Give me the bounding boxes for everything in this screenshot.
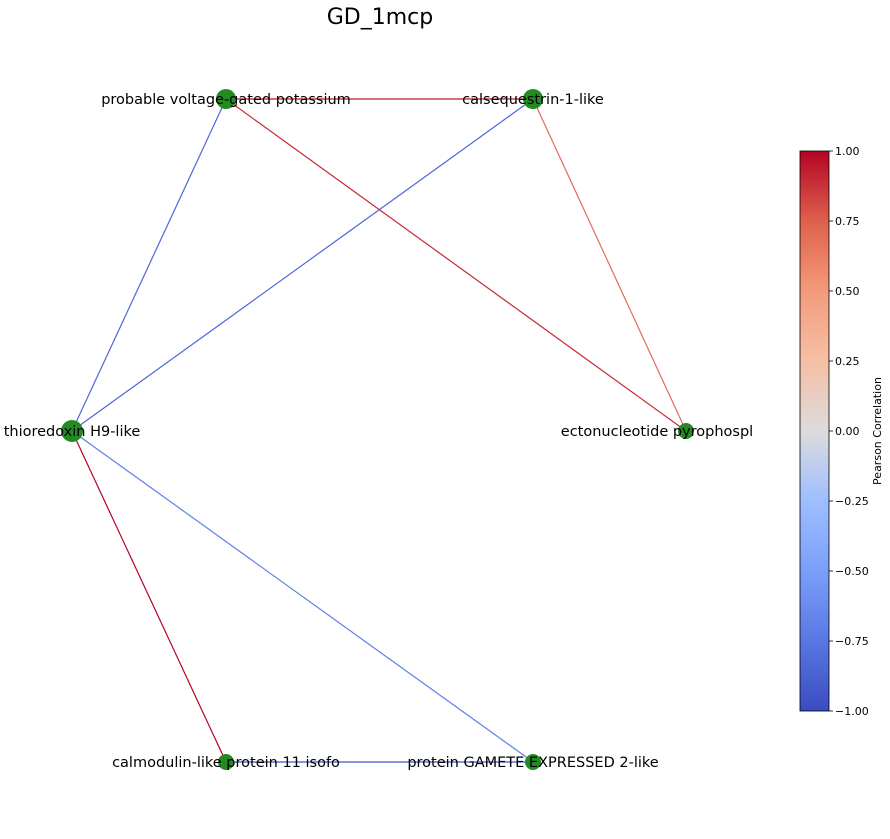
colorbar-tick-label: −1.00 bbox=[835, 705, 869, 718]
edge-kv-trx bbox=[71, 98, 227, 432]
edge-kv-enpp bbox=[225, 98, 687, 432]
colorbar-tick-label: 0.50 bbox=[835, 285, 860, 298]
colorbar-label: Pearson Correlation bbox=[871, 377, 884, 485]
edge-csq-trx bbox=[71, 98, 534, 432]
edge-layer bbox=[71, 98, 687, 763]
node-cml bbox=[218, 754, 234, 770]
node-layer bbox=[61, 89, 694, 770]
colorbar-tick-label: −0.50 bbox=[835, 565, 869, 578]
node-label-csq: calsequestrin-1-like bbox=[462, 92, 604, 108]
colorbar-tick-label: −0.25 bbox=[835, 495, 869, 508]
edge-csq-enpp bbox=[532, 98, 687, 432]
colorbar-tick-label: −0.75 bbox=[835, 635, 869, 648]
edge-trx-cml bbox=[71, 430, 227, 763]
colorbar-gradient bbox=[799, 150, 830, 712]
node-label-kv: probable voltage-gated potassium bbox=[101, 92, 351, 108]
figure-title: GD_1mcp bbox=[327, 5, 433, 30]
node-csq bbox=[523, 89, 543, 109]
node-label-cml: calmodulin-like protein 11 isofo bbox=[112, 755, 340, 771]
node-label-layer: probable voltage-gated potassium calseque… bbox=[4, 92, 754, 771]
colorbar-ticks: 1.00 0.75 0.50 0.25 0.00 −0.25 −0.50 −0.75 −1.00 bbox=[829, 145, 869, 718]
node-enpp bbox=[678, 423, 694, 439]
node-label-gex: protein GAMETE EXPRESSED 2-like bbox=[407, 755, 658, 771]
colorbar: 1.00 0.75 0.50 0.25 0.00 −0.25 −0.50 −0.75 −1.00… bbox=[799, 145, 884, 718]
node-kv bbox=[216, 89, 236, 109]
colorbar-tick-label: 1.00 bbox=[835, 145, 860, 158]
node-label-enpp: ectonucleotide pyrophospl bbox=[561, 424, 753, 440]
edge-trx-gex bbox=[71, 430, 534, 763]
node-gex bbox=[525, 754, 541, 770]
colorbar-tick-label: 0.00 bbox=[835, 425, 860, 438]
node-label-trx: thioredoxin H9-like bbox=[4, 424, 141, 440]
node-trx bbox=[61, 420, 83, 442]
colorbar-tick-label: 0.75 bbox=[835, 215, 860, 228]
colorbar-tick-label: 0.25 bbox=[835, 355, 860, 368]
